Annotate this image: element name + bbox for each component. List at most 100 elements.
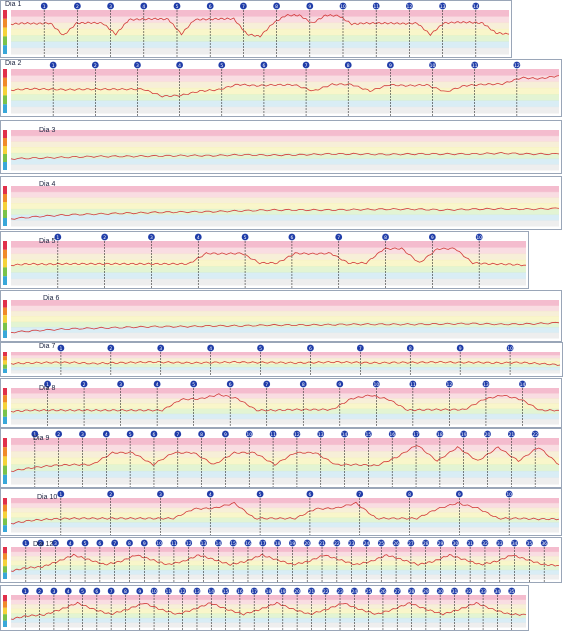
interval-marker-label: 3 — [52, 589, 55, 595]
interval-marker — [365, 587, 373, 595]
zone-band — [11, 300, 559, 306]
interval-marker-label: 4 — [156, 382, 159, 388]
interval-marker — [299, 380, 307, 388]
interval-marker-label: 6 — [309, 346, 312, 352]
interval-marker-label: 4 — [142, 4, 145, 10]
interval-marker — [31, 430, 39, 438]
zone-legend-swatch — [3, 77, 7, 87]
interval-marker-label: 19 — [461, 432, 467, 438]
hr-series-line — [10, 247, 527, 267]
interval-marker — [519, 380, 526, 388]
zone-legend-swatch — [3, 138, 7, 146]
interval-marker-label: 32 — [466, 589, 472, 595]
zone-band — [11, 135, 559, 142]
interval-marker — [513, 61, 521, 69]
interval-marker — [107, 490, 115, 498]
interval-marker-label: 4 — [178, 63, 181, 69]
zone-legend-swatch — [3, 360, 7, 365]
zone-band — [11, 444, 559, 452]
interval-marker — [293, 587, 301, 595]
interval-marker-label: 11 — [165, 589, 171, 595]
interval-marker — [174, 430, 182, 438]
hr-series-line — [10, 501, 560, 525]
zone-band — [11, 158, 559, 165]
interval-marker-label: 16 — [237, 589, 243, 595]
zone-legend-swatch — [3, 162, 7, 170]
zone-band — [11, 418, 559, 425]
interval-marker — [150, 430, 158, 438]
interval-marker — [388, 430, 396, 438]
interval-marker — [436, 430, 444, 438]
zone-legend-swatch — [3, 614, 7, 621]
interval-marker-label: 11 — [410, 382, 416, 388]
zone-band — [11, 10, 509, 17]
interval-marker-label: 24 — [351, 589, 357, 595]
interval-marker — [406, 490, 413, 498]
zone-band — [11, 502, 559, 509]
interval-marker — [428, 233, 436, 241]
zone-legend-swatch — [3, 620, 7, 627]
zone-band — [11, 403, 559, 410]
day-title: Dia 7 — [39, 343, 56, 350]
zone-band — [11, 278, 526, 286]
interval-marker — [506, 344, 514, 352]
zone-legend-swatch — [3, 69, 7, 78]
interval-marker — [288, 233, 296, 241]
interval-marker — [377, 539, 385, 547]
interval-marker — [306, 2, 314, 10]
interval-marker-label: 29 — [423, 589, 429, 595]
zone-legend-swatch — [3, 595, 7, 602]
interval-marker — [226, 380, 234, 388]
interval-marker-label: 28 — [423, 541, 429, 547]
hr-series-line — [10, 75, 560, 98]
zone-band — [11, 35, 509, 42]
interval-marker-label: 7 — [113, 541, 116, 547]
interval-marker — [274, 539, 281, 547]
interval-marker — [496, 539, 504, 547]
zone-band — [11, 87, 559, 95]
interval-marker — [273, 2, 280, 10]
zone-band — [11, 327, 559, 334]
heart-rate-chart: 1 2 3 4 5 6 7 8 9 10 11 12 13 14 15 16 17 18 19 20 21 22 23 24 2… — [3, 539, 560, 582]
zone-band — [11, 197, 559, 204]
interval-marker-label: 5 — [84, 541, 87, 547]
interval-marker-label: 6 — [262, 63, 265, 69]
interval-marker-label: 5 — [259, 346, 262, 352]
heart-rate-chart: 1 2 3 4 5 6 7 8 9 10 11 12 13 14 — [3, 2, 510, 57]
zone-legend-swatch — [3, 146, 7, 154]
interval-marker — [307, 344, 314, 352]
zone-band — [11, 451, 559, 459]
interval-marker — [451, 587, 458, 595]
zone-legend-swatch — [3, 364, 7, 369]
interval-marker — [190, 380, 198, 388]
zone-legend-swatch — [3, 416, 7, 424]
interval-marker — [193, 587, 201, 595]
zone-legend-swatch — [3, 36, 7, 46]
interval-marker — [336, 587, 344, 595]
interval-marker — [49, 61, 57, 69]
zone-legend-swatch — [3, 186, 7, 194]
interval-marker-label: 1 — [24, 541, 27, 547]
interval-marker-label: 9 — [138, 589, 141, 595]
zone-legend-swatch — [3, 276, 7, 285]
zone-band — [11, 361, 560, 365]
hr-series-line — [10, 207, 560, 220]
zone-band — [11, 164, 559, 171]
interval-marker-label: 13 — [440, 4, 446, 10]
heart-rate-chart — [3, 130, 560, 171]
interval-marker-label: 1 — [56, 235, 59, 241]
interval-marker-label: 34 — [512, 541, 518, 547]
interval-marker — [107, 2, 114, 10]
interval-marker — [303, 539, 311, 547]
day-panel: 1 2 3 4 5 6 7 8 9 10 Dia 7 — [0, 342, 563, 377]
interval-marker-label: 17 — [251, 589, 257, 595]
interval-marker — [218, 61, 226, 69]
interval-marker-label: 2 — [94, 63, 97, 69]
zone-band — [11, 28, 509, 36]
interval-marker-label: 8 — [384, 235, 387, 241]
interval-marker-label: 2 — [57, 432, 60, 438]
interval-marker — [471, 61, 479, 69]
interval-marker-label: 6 — [209, 4, 212, 10]
zone-band — [11, 69, 559, 76]
interval-marker — [157, 490, 164, 498]
